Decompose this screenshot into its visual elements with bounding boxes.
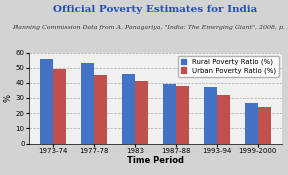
Bar (94, 75, 107, 144)
Bar (53, 69, 67, 144)
Bar (135, 81, 148, 144)
Bar (204, 87, 217, 144)
Legend: Rural Poverty Ratio (%), Urban Poverty Ratio (%): Rural Poverty Ratio (%), Urban Poverty R… (178, 56, 279, 77)
Y-axis label: %: % (4, 94, 13, 102)
Text: Official Poverty Estimates for India: Official Poverty Estimates for India (53, 5, 258, 14)
Bar (245, 103, 258, 144)
Bar (81, 63, 94, 144)
Bar (122, 74, 135, 144)
Bar (176, 86, 189, 144)
Text: Planning Commission Data from A. Panagariya, "India: The Emerging Giant", 2008, : Planning Commission Data from A. Panagar… (12, 25, 288, 30)
Bar (258, 107, 271, 144)
X-axis label: Time Period: Time Period (127, 156, 184, 165)
Bar (217, 95, 230, 144)
Bar (40, 59, 53, 144)
Bar (163, 84, 176, 144)
